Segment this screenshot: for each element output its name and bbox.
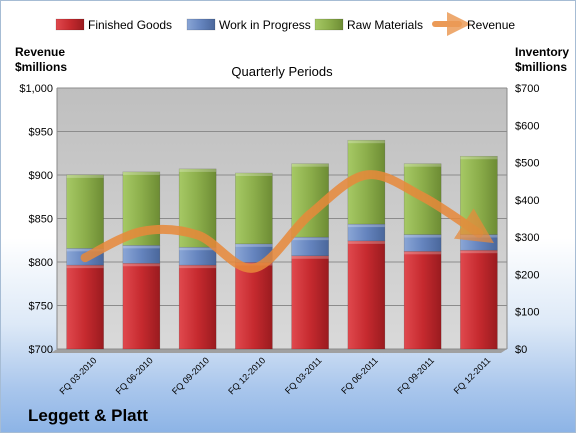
company-name: Leggett & Platt (28, 406, 148, 425)
bar-cap (122, 171, 160, 175)
right-tick-label: $500 (515, 158, 539, 170)
right-tick-label: $600 (515, 120, 539, 132)
bar-raw-materials (66, 174, 104, 249)
bar-cap (179, 247, 217, 251)
right-axis-label-1: Inventory (515, 45, 569, 59)
right-tick-label: $300 (515, 232, 539, 244)
legend-label: Revenue (467, 18, 515, 32)
bar-finished-goods (178, 264, 217, 350)
left-tick-label: $850 (29, 214, 53, 226)
category-label: FQ 06-2011 (339, 355, 380, 396)
left-tick-label: $800 (29, 257, 53, 269)
bar-cap (404, 251, 442, 255)
right-tick-label: $200 (515, 269, 539, 281)
category-label: FQ 03-2011 (283, 355, 324, 396)
legend-swatch (314, 18, 344, 31)
left-tick-label: $750 (29, 301, 53, 313)
bar-finished-goods (460, 249, 498, 350)
bar-cap (347, 140, 385, 144)
bar-finished-goods (66, 264, 104, 350)
bar-cap (404, 234, 442, 238)
bar-finished-goods (347, 240, 386, 350)
bar-cap (66, 265, 104, 269)
bar-finished-goods (403, 251, 442, 350)
left-tick-label: $1,000 (19, 83, 53, 95)
bar-cap (404, 163, 442, 167)
category-label: FQ 12-2010 (226, 355, 267, 396)
bar-cap (122, 263, 160, 267)
bar-cap (291, 255, 329, 259)
legend-swatch (186, 18, 216, 31)
category-label: FQ 06-2010 (114, 355, 155, 396)
bar-finished-goods (235, 262, 273, 350)
right-axis-label-2: $millions (515, 60, 567, 74)
bar-raw-materials (235, 172, 273, 245)
category-label: FQ 12-2011 (452, 355, 493, 396)
category-label: FQ 09-2011 (395, 355, 436, 396)
left-tick-label: $950 (29, 127, 53, 139)
plot-floor (51, 349, 507, 353)
bar-cap (235, 173, 273, 177)
bar-cap (66, 248, 104, 252)
left-axis-label-1: Revenue (15, 45, 65, 59)
bar-cap (122, 245, 160, 249)
bar-cap (460, 250, 498, 254)
bar-finished-goods (122, 262, 161, 350)
bar-cap (235, 243, 273, 247)
bar-cap (179, 265, 217, 269)
legend-label: Work in Progress (219, 18, 311, 32)
bar-cap (347, 240, 385, 244)
bar-cap (66, 174, 104, 178)
category-label: FQ 03-2010 (58, 355, 99, 396)
legend-label: Finished Goods (88, 18, 172, 32)
bar-cap (291, 163, 329, 167)
left-tick-label: $700 (29, 344, 53, 356)
bar-cap (347, 224, 385, 228)
right-tick-label: $100 (515, 307, 539, 319)
bar-cap (291, 237, 329, 241)
category-label: FQ 09-2010 (170, 355, 211, 396)
bar-work-in-progress (122, 245, 161, 264)
right-tick-label: $0 (515, 344, 527, 356)
legend-swatch (55, 18, 85, 31)
bar-finished-goods (291, 255, 329, 350)
right-tick-label: $700 (515, 83, 539, 95)
bar-cap (460, 156, 498, 160)
left-tick-label: $900 (29, 170, 53, 182)
chart-title: Quarterly Periods (231, 64, 333, 79)
right-tick-label: $400 (515, 195, 539, 207)
bar-cap (179, 168, 217, 172)
legend-label: Raw Materials (347, 18, 423, 32)
revenue-line (80, 170, 494, 273)
left-axis-label-2: $millions (15, 60, 67, 74)
